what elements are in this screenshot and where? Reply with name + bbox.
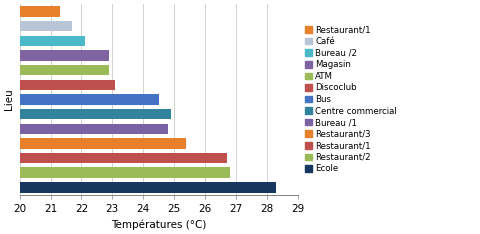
Legend: Restaurant/1, Café, Bureau /2, Magasin, ATM, Discoclub, Bus, Centre commercial, : Restaurant/1, Café, Bureau /2, Magasin, … (305, 26, 397, 173)
Bar (20, 182, 276, 193)
Bar (20, 168, 229, 178)
Bar (20, 109, 171, 119)
Bar (20, 80, 115, 90)
X-axis label: Températures (°C): Températures (°C) (111, 219, 206, 230)
Y-axis label: Lieu: Lieu (4, 89, 14, 110)
Bar (20, 21, 72, 31)
Bar (20, 36, 84, 46)
Bar (20, 65, 109, 75)
Bar (20, 6, 60, 17)
Bar (20, 138, 186, 149)
Bar (20, 94, 159, 105)
Bar (20, 153, 227, 163)
Bar (20, 50, 109, 61)
Bar (20, 124, 168, 134)
